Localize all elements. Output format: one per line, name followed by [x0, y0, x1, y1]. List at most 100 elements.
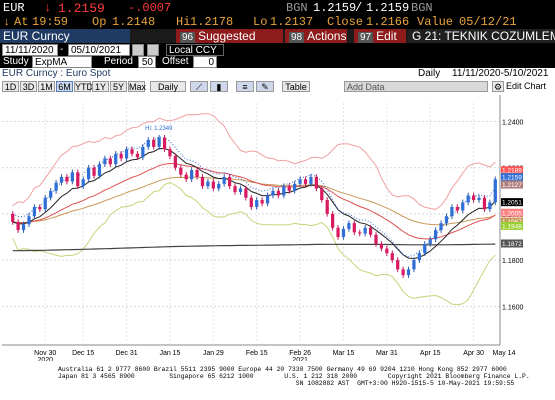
open-price: 1.2148 — [112, 15, 156, 29]
candle-body — [341, 228, 346, 238]
x-year-label: 2020 — [37, 357, 53, 361]
candle-body — [466, 195, 470, 203]
candle-body — [211, 181, 215, 189]
candle-body — [450, 206, 454, 217]
x-tick-label: Feb 15 — [246, 350, 268, 357]
chart-title: EUR Curncy : Euro Spot — [2, 68, 111, 79]
candle-body — [27, 216, 31, 225]
candle-body — [190, 170, 194, 180]
price-tag-label: 1.2189 — [502, 168, 522, 175]
bar-chart-icon[interactable]: ▮ — [210, 81, 228, 92]
candle-body — [428, 239, 432, 244]
candle-body — [249, 197, 253, 207]
period-input[interactable]: 50 — [138, 56, 156, 68]
candle-body — [282, 186, 286, 196]
frequency-select[interactable]: Daily — [150, 81, 186, 92]
candle-body — [65, 176, 69, 182]
candle-body — [439, 223, 443, 231]
actions-button[interactable]: 98 Actions — [285, 29, 347, 43]
tab-1y[interactable]: 1Y — [92, 81, 109, 92]
y-tick-label: 1.2400 — [502, 119, 524, 126]
candle-body — [38, 206, 42, 210]
candle-body — [43, 197, 47, 210]
chart-frequency: Daily — [418, 68, 441, 79]
ticker: EUR — [3, 1, 25, 15]
candle-body — [368, 227, 373, 235]
offset-input[interactable]: 0 — [193, 56, 217, 68]
start-date-input[interactable]: 11/11/2020 — [2, 44, 58, 56]
footer-line-3: SN 1082882 AST GMT+3:00 H920-1515-5 10-M… — [58, 379, 515, 387]
candle-body — [146, 139, 150, 147]
annotation-icon[interactable]: ✎ — [256, 81, 274, 92]
candle-body — [103, 158, 107, 165]
line-chart-icon[interactable]: ⟋ — [190, 81, 208, 92]
y-tick-label: 1.1800 — [502, 258, 524, 265]
ask-price: 1.2159 — [366, 1, 410, 15]
low-label: Lo — [253, 15, 268, 29]
candle-body — [298, 179, 302, 184]
candle-body — [482, 197, 487, 210]
candle-body — [32, 206, 37, 217]
x-tick-label: Mar 15 — [333, 350, 355, 357]
tab-3d[interactable]: 3D — [20, 81, 37, 92]
candle-body — [488, 202, 492, 210]
x-tick-label: Nov 30 — [34, 350, 56, 357]
tab-1d[interactable]: 1D — [2, 81, 19, 92]
candle-body — [59, 176, 64, 183]
ask-source: BGN — [411, 1, 433, 15]
ema-200-line — [12, 243, 496, 252]
candle-body — [76, 172, 80, 187]
x-tick-label: Apr 15 — [420, 350, 441, 357]
tab-max[interactable]: Max — [128, 81, 147, 92]
candle-body — [493, 179, 497, 203]
studies-icon[interactable]: ≡ — [236, 81, 254, 92]
footer: Australia 61 2 9777 8600 Brazil 5511 239… — [0, 361, 555, 400]
actions-label: Actions — [307, 29, 347, 43]
price-tag — [501, 239, 523, 248]
candle-body — [265, 195, 270, 204]
candle-body — [21, 224, 26, 231]
gear-icon[interactable]: ⚙ — [492, 81, 504, 92]
candle-body — [238, 188, 243, 192]
x-tick-label: May 14 — [493, 350, 516, 357]
tab-1m[interactable]: 1M — [38, 81, 55, 92]
candle-body — [390, 253, 394, 261]
bid-source: BGN — [286, 1, 308, 15]
candle-body — [92, 167, 96, 176]
study-select[interactable]: ExpMA — [32, 56, 92, 68]
candle-body — [162, 137, 167, 150]
security-field[interactable]: EUR Curncy — [0, 29, 130, 43]
ema-20-line — [12, 162, 496, 240]
edit-chart-button[interactable]: Edit Chart — [506, 81, 547, 91]
tab-6m[interactable]: 6M — [56, 81, 73, 92]
candle-body — [363, 227, 367, 234]
currency-select[interactable]: Local CCY — [166, 44, 224, 56]
candle-body — [11, 213, 15, 222]
candle-body — [86, 167, 91, 180]
x-year-label: 2021 — [292, 357, 308, 361]
candle-body — [135, 153, 140, 158]
tab-ytd[interactable]: YTD — [74, 81, 93, 92]
edit-button[interactable]: 97 Edit — [354, 29, 406, 43]
value-label: Value — [417, 15, 454, 29]
candle-body — [309, 176, 313, 184]
tab-5y[interactable]: 5Y — [110, 81, 127, 92]
table-button[interactable]: Table — [282, 81, 310, 92]
candle-body — [168, 149, 172, 157]
candle-body — [233, 186, 237, 192]
candle-body — [260, 200, 264, 204]
x-tick-label: Dec 31 — [115, 350, 137, 357]
x-tick-label: Apr 30 — [463, 350, 484, 357]
calendar-icon[interactable] — [132, 44, 144, 56]
at-label: At — [14, 15, 29, 29]
end-date-input[interactable]: 05/10/2021 — [68, 44, 130, 56]
candle-body — [314, 176, 318, 189]
candle-body — [444, 216, 449, 224]
add-data-input[interactable]: Add Data — [344, 81, 488, 92]
candle-body — [130, 149, 134, 154]
candle-body — [325, 200, 329, 214]
calendar-icon[interactable] — [147, 44, 159, 56]
